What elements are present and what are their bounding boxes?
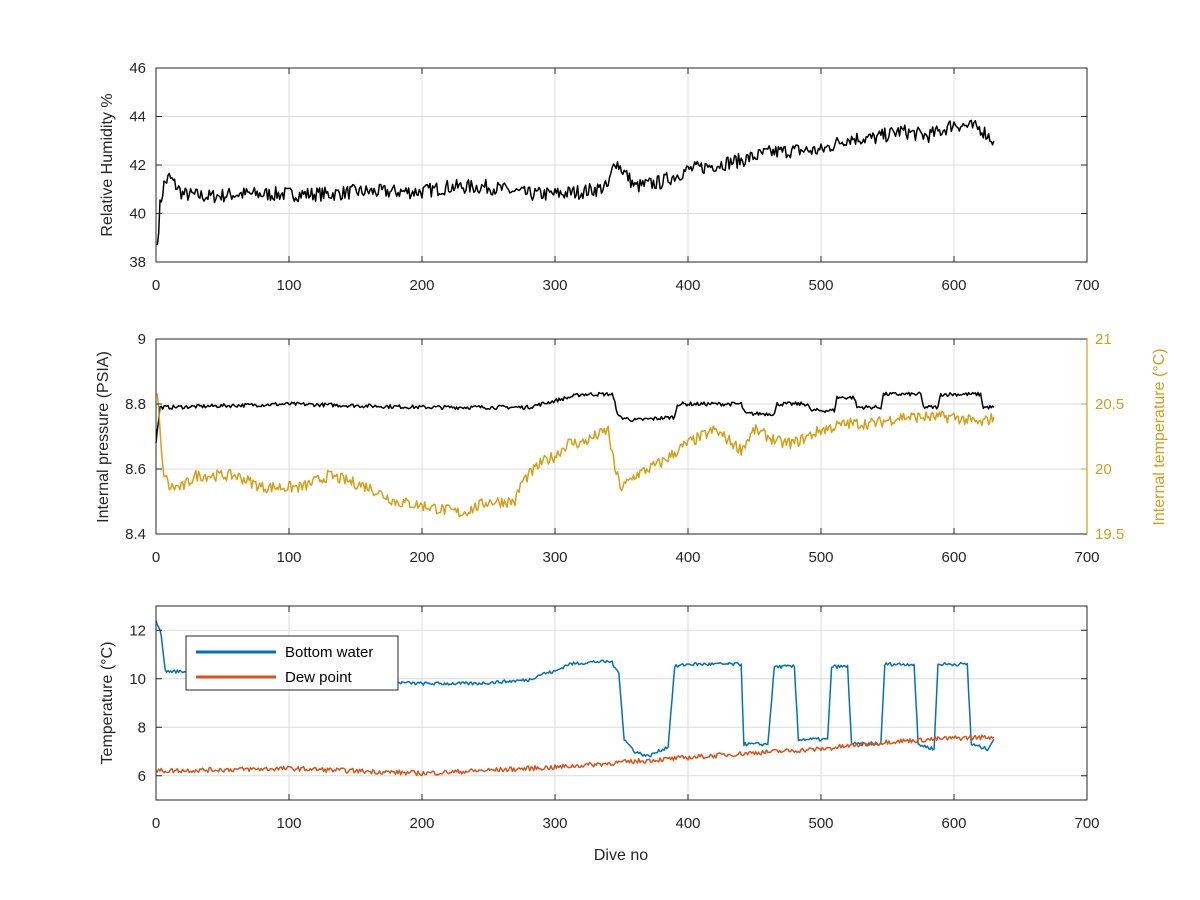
pressure-grid — [155, 338, 1088, 535]
legend-label-bottom-water: Bottom water — [285, 644, 373, 661]
temperature-ytick-label: 8 — [138, 719, 146, 736]
temperature-xlabel: Dive no — [594, 847, 648, 864]
rh-ytick-label: 44 — [129, 109, 146, 126]
pressure-axes-box — [155, 338, 1088, 535]
pressure-xtick-label: 300 — [542, 549, 567, 566]
temperature-grid — [155, 606, 1088, 800]
pressure-xtick-label: 0 — [152, 549, 160, 566]
temperature-ytick-label: 10 — [129, 671, 146, 688]
rh-ticks: 0 100 200 300 400 500 600 700 38 40 42 44 46 — [129, 60, 1099, 294]
pressure-xtick-label: 200 — [409, 549, 434, 566]
temperature-ytick-label: 6 — [138, 768, 146, 785]
pressure-series-line-1 — [156, 393, 995, 518]
rh-xtick-label: 500 — [808, 277, 833, 294]
rh-xtick-label: 700 — [1074, 277, 1099, 294]
rh-xtick-label: 600 — [941, 277, 966, 294]
pressure-y2tick-label: 21 — [1095, 331, 1112, 348]
temperature-y2label: Internal temperature (°C) — [1151, 348, 1168, 525]
temperature-xtick-label: 200 — [409, 815, 434, 832]
temperature-xtick-label: 0 — [152, 815, 160, 832]
rh-series — [156, 119, 995, 246]
temperature-series-line-1 — [155, 734, 995, 777]
pressure-xtick-label: 500 — [808, 549, 833, 566]
temperature-ylabel: Temperature (°C) — [99, 642, 116, 765]
temperature-xtick-label: 100 — [276, 815, 301, 832]
temperature-xtick-label: 300 — [542, 815, 567, 832]
subplot-temperature: 0 100 200 300 400 500 600 700 6 8 10 12 Temperature… — [99, 605, 1100, 864]
subplot-internal-pressure: 0 100 200 300 400 500 600 700 8.4 8.6 8.8 9 19.5 20 20… — [95, 331, 1168, 566]
legend-label-dew-point: Dew point — [285, 669, 353, 686]
subplot-relative-humidity: 0 100 200 300 400 500 600 700 38 40 42 44 46 Relativ… — [99, 60, 1100, 294]
legend: Bottom water Dew point — [185, 635, 399, 691]
pressure-y2tick-label: 20 — [1095, 461, 1112, 478]
rh-ytick-label: 46 — [129, 60, 146, 77]
rh-xtick-label: 200 — [409, 277, 434, 294]
rh-xtick-label: 100 — [276, 277, 301, 294]
pressure-ylabel: Internal pressure (PSIA) — [95, 351, 112, 523]
pressure-ytick-label: 8.6 — [125, 461, 146, 478]
temperature-xtick-label: 400 — [675, 815, 700, 832]
temperature-ticks: 0 100 200 300 400 500 600 700 6 8 10 12 — [129, 605, 1100, 832]
rh-xtick-label: 0 — [152, 277, 160, 294]
temperature-axes-box — [155, 605, 1088, 801]
pressure-ytick-label: 8.4 — [125, 526, 146, 543]
rh-ytick-label: 38 — [129, 254, 146, 271]
pressure-series — [155, 391, 995, 518]
pressure-xtick-label: 100 — [276, 549, 301, 566]
pressure-xtick-label: 600 — [941, 549, 966, 566]
rh-ytick-label: 40 — [129, 206, 146, 223]
rh-ytick-label: 42 — [129, 157, 146, 174]
rh-series-line-0 — [156, 119, 995, 246]
rh-xtick-label: 400 — [675, 277, 700, 294]
temperature-xtick-label: 500 — [808, 815, 833, 832]
pressure-ytick-label: 9 — [138, 331, 146, 348]
pressure-xtick-label: 700 — [1074, 549, 1099, 566]
pressure-ytick-label: 8.8 — [125, 396, 146, 413]
temperature-ytick-label: 12 — [129, 622, 146, 639]
rh-axes-box — [155, 67, 1088, 263]
temperature-xtick-label: 600 — [941, 815, 966, 832]
legend-box — [185, 635, 399, 691]
rh-ylabel: Relative Humidity % — [99, 93, 116, 236]
pressure-y2tick-label: 19.5 — [1095, 526, 1124, 543]
pressure-xtick-label: 400 — [675, 549, 700, 566]
rh-grid — [155, 67, 1088, 263]
pressure-series-line-0 — [155, 391, 995, 444]
pressure-ticks: 0 100 200 300 400 500 600 700 8.4 8.6 8.8 9 19.5 20 20… — [125, 331, 1124, 566]
pressure-y2tick-label: 20.5 — [1095, 396, 1124, 413]
temperature-xtick-label: 700 — [1074, 815, 1099, 832]
rh-xtick-label: 300 — [542, 277, 567, 294]
